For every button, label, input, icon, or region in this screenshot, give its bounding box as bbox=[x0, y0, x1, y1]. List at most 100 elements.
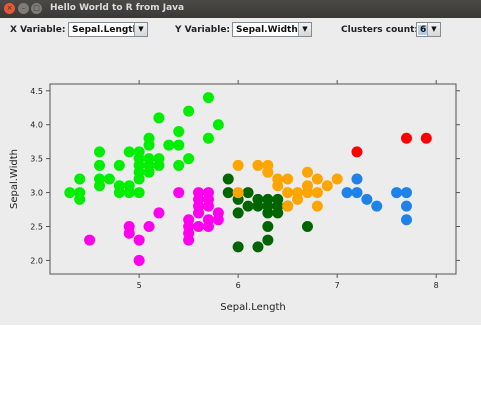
data-point bbox=[252, 193, 264, 205]
data-point bbox=[123, 146, 135, 158]
chevron-down-icon[interactable]: ▼ bbox=[427, 23, 440, 36]
maximize-window-button[interactable]: □ bbox=[31, 3, 42, 14]
data-point bbox=[212, 119, 224, 131]
x-variable-value: Sepal.Length bbox=[72, 25, 140, 35]
data-point bbox=[400, 214, 412, 226]
data-point bbox=[113, 159, 125, 171]
x-axis-title: Sepal.Length bbox=[220, 302, 285, 313]
data-point bbox=[133, 254, 145, 266]
data-point bbox=[133, 234, 145, 246]
data-point bbox=[420, 132, 432, 144]
data-point bbox=[282, 200, 294, 212]
x-variable-label: X Variable: bbox=[10, 25, 66, 35]
y-tick-label: 2.0 bbox=[30, 256, 43, 265]
minimize-icon: – bbox=[21, 4, 26, 12]
data-point bbox=[94, 146, 106, 158]
data-point bbox=[183, 105, 195, 117]
data-point bbox=[74, 193, 86, 205]
data-point bbox=[202, 214, 214, 226]
data-point bbox=[153, 112, 165, 124]
y-tick-label: 3.5 bbox=[30, 155, 43, 164]
data-point bbox=[371, 200, 383, 212]
data-point bbox=[272, 173, 284, 185]
window-title: Hello World to R from Java bbox=[50, 3, 185, 13]
data-point bbox=[311, 173, 323, 185]
data-point bbox=[252, 241, 264, 253]
y-tick-label: 2.5 bbox=[30, 223, 43, 232]
data-point bbox=[123, 221, 135, 232]
data-point bbox=[153, 153, 165, 165]
data-point bbox=[262, 159, 274, 171]
close-window-button[interactable]: × bbox=[4, 3, 15, 14]
data-point bbox=[331, 173, 343, 185]
data-point bbox=[351, 187, 363, 199]
minimize-window-button[interactable]: – bbox=[18, 3, 29, 14]
data-point bbox=[193, 221, 205, 232]
data-point bbox=[143, 153, 155, 165]
y-variable-value: Sepal.Width bbox=[236, 25, 298, 35]
data-point bbox=[400, 187, 412, 199]
y-tick-label: 4.5 bbox=[30, 87, 43, 96]
data-point bbox=[232, 187, 244, 199]
data-point bbox=[173, 139, 185, 151]
data-point bbox=[143, 132, 155, 144]
data-point bbox=[133, 187, 145, 199]
y-tick-label: 3.0 bbox=[30, 189, 43, 198]
data-point bbox=[74, 173, 86, 185]
app-window: × – □ Hello World to R from Java X Varia… bbox=[0, 0, 481, 325]
data-point bbox=[301, 166, 313, 178]
data-point bbox=[173, 159, 185, 171]
chevron-down-icon[interactable]: ▼ bbox=[134, 23, 147, 36]
data-point bbox=[183, 153, 195, 165]
chevron-down-icon[interactable]: ▼ bbox=[298, 23, 311, 36]
data-point bbox=[321, 180, 333, 192]
data-point bbox=[262, 193, 274, 205]
data-point bbox=[202, 132, 214, 144]
x-variable-select[interactable]: Sepal.Length ▼ bbox=[68, 22, 148, 37]
data-point bbox=[262, 234, 274, 246]
close-icon: × bbox=[6, 4, 13, 12]
data-point bbox=[311, 187, 323, 199]
data-point bbox=[391, 187, 403, 199]
data-point bbox=[282, 173, 294, 185]
data-point bbox=[301, 221, 313, 232]
data-point bbox=[173, 126, 185, 137]
data-point bbox=[311, 200, 323, 212]
title-bar: × – □ Hello World to R from Java bbox=[0, 0, 481, 18]
data-point bbox=[351, 173, 363, 185]
x-tick-label: 8 bbox=[434, 281, 439, 290]
data-point bbox=[242, 187, 254, 199]
data-point bbox=[301, 180, 313, 192]
data-point bbox=[84, 234, 96, 246]
data-point bbox=[94, 159, 106, 171]
y-variable-select[interactable]: Sepal.Width ▼ bbox=[232, 22, 312, 37]
x-tick-label: 7 bbox=[335, 281, 340, 290]
data-point bbox=[232, 207, 244, 219]
data-point bbox=[163, 139, 175, 151]
data-point bbox=[351, 146, 363, 158]
data-point bbox=[400, 200, 412, 212]
data-point bbox=[212, 207, 224, 219]
maximize-icon: □ bbox=[33, 4, 40, 12]
y-tick-label: 4.0 bbox=[30, 121, 43, 130]
data-point bbox=[232, 241, 244, 253]
data-point bbox=[361, 193, 373, 205]
y-axis-title: Sepal.Width bbox=[9, 149, 20, 209]
clusters-label: Clusters count: bbox=[341, 25, 419, 35]
scatter-plot: 5 6 7 8 2.0 2.5 3.0 3.5 4.0 4.5 Sepal.Length Sepa… bbox=[9, 80, 460, 313]
data-point bbox=[133, 146, 145, 158]
data-point bbox=[242, 200, 254, 212]
data-point bbox=[153, 207, 165, 219]
data-point bbox=[143, 221, 155, 232]
data-point bbox=[103, 173, 115, 185]
data-point bbox=[173, 187, 185, 199]
data-point bbox=[272, 193, 284, 205]
data-point bbox=[400, 132, 412, 144]
data-point bbox=[222, 173, 234, 185]
clusters-select[interactable]: 6 ▼ bbox=[416, 22, 441, 37]
axis-ticks: 5 6 7 8 2.0 2.5 3.0 3.5 4.0 4.5 bbox=[30, 80, 460, 290]
x-tick-label: 5 bbox=[137, 281, 142, 290]
data-point bbox=[262, 221, 274, 232]
data-point bbox=[341, 187, 353, 199]
data-point bbox=[252, 159, 264, 171]
